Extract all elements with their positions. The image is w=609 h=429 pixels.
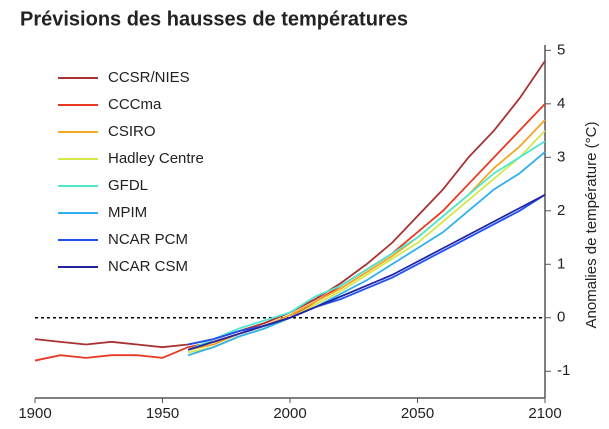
legend-label: GFDL <box>108 177 148 194</box>
x-tick-label: 2000 <box>273 405 306 422</box>
series-line <box>187 129 546 354</box>
y-tick-label: 1 <box>557 255 565 272</box>
legend-label: MPIM <box>108 204 147 221</box>
x-tick-label: 2050 <box>401 405 434 422</box>
series-line <box>187 193 546 351</box>
series-line <box>187 119 546 351</box>
series-line <box>187 140 546 351</box>
y-tick-label: 4 <box>557 95 565 112</box>
y-tick-label: 2 <box>557 202 565 219</box>
chart-title: Prévisions des hausses de températures <box>20 8 408 30</box>
series-line <box>187 151 546 357</box>
legend-label: CCCma <box>108 96 162 113</box>
legend-label: NCAR PCM <box>108 231 188 248</box>
y-tick-label: -1 <box>557 362 570 379</box>
legend-label: CCSR/NIES <box>108 69 190 86</box>
x-tick-label: 1950 <box>146 405 179 422</box>
legend-label: Hadley Centre <box>108 150 204 167</box>
x-tick-label: 1900 <box>18 405 51 422</box>
legend-label: CSIRO <box>108 123 156 140</box>
y-tick-label: 5 <box>557 41 565 58</box>
legend-label: NCAR CSM <box>108 258 188 275</box>
y-axis-label: Anomalies de température (°C) <box>583 122 600 329</box>
y-tick-label: 0 <box>557 309 565 326</box>
series-line <box>187 193 546 346</box>
x-tick-label: 2100 <box>528 405 561 422</box>
y-tick-label: 3 <box>557 148 565 165</box>
